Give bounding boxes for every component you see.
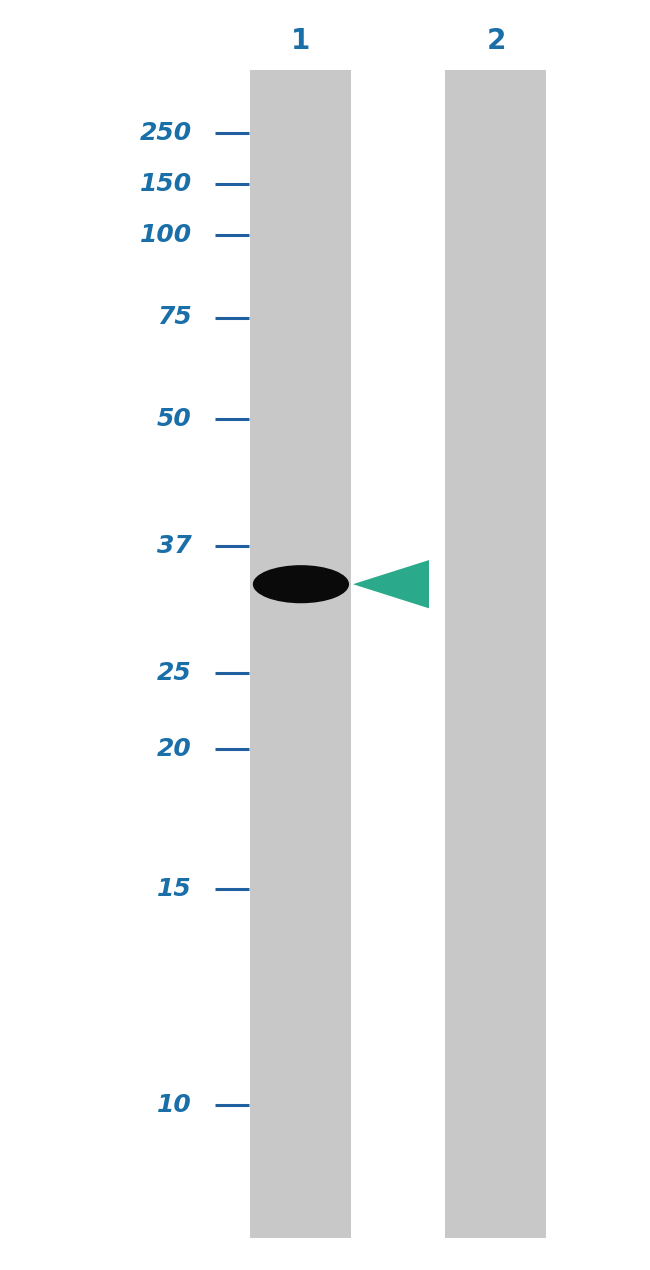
Text: 1: 1 (291, 27, 311, 55)
Text: 20: 20 (157, 738, 192, 761)
Ellipse shape (253, 565, 349, 603)
Text: 10: 10 (157, 1093, 192, 1116)
Text: 15: 15 (157, 878, 192, 900)
Text: 100: 100 (140, 224, 192, 246)
Bar (445, 70, 546, 1238)
Text: 37: 37 (157, 535, 192, 558)
Text: 150: 150 (140, 173, 192, 196)
Text: 2: 2 (486, 27, 506, 55)
Text: 250: 250 (140, 122, 192, 145)
Text: 25: 25 (157, 662, 192, 685)
Polygon shape (353, 560, 429, 608)
Bar (250, 70, 351, 1238)
Text: 75: 75 (157, 306, 192, 329)
Text: 50: 50 (157, 408, 192, 431)
